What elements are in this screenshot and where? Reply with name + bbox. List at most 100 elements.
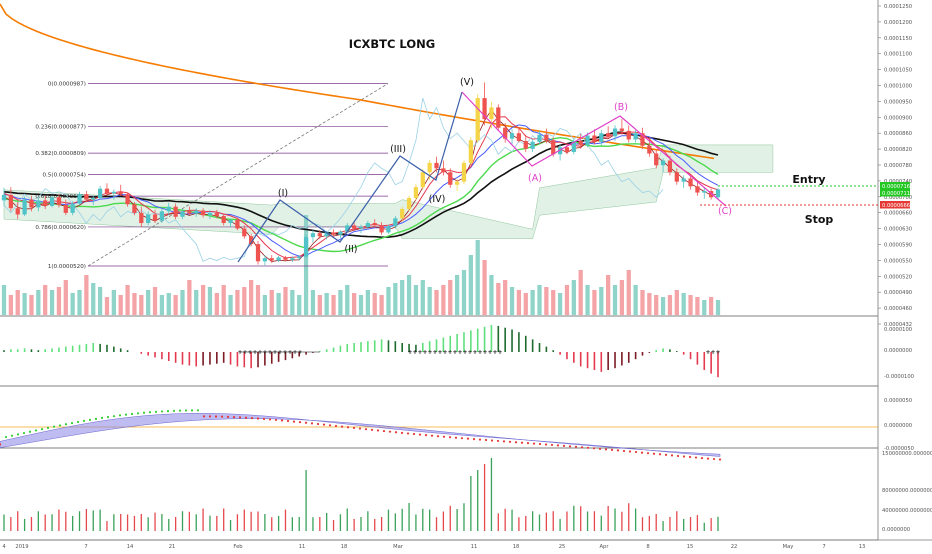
candle-body <box>49 197 55 206</box>
candle-body <box>303 237 309 257</box>
volume-bar <box>647 293 652 315</box>
price-tick-label: 0.0000950 <box>884 99 912 105</box>
candle-body <box>262 258 268 262</box>
volume-bar <box>317 295 322 315</box>
oscillator-dot <box>634 450 638 454</box>
squeeze-dot: + <box>262 349 267 356</box>
oscillator-dot <box>334 424 338 428</box>
oscillator-dot <box>178 409 182 412</box>
oscillator-dot <box>568 445 572 448</box>
candle-body <box>564 147 570 152</box>
candle-body <box>461 162 467 182</box>
oscillator-dot <box>286 419 290 423</box>
candle-body <box>84 194 89 200</box>
oscillator-dot <box>538 442 542 446</box>
price-tick-label: 0.0000630 <box>884 227 912 233</box>
time-tick-label: 15 <box>687 544 694 550</box>
squeeze-dot: + <box>272 349 277 356</box>
oscillator-dot <box>0 443 2 446</box>
time-tick-label: 14 <box>127 544 134 550</box>
price-tick-label: 0.0001150 <box>884 36 912 42</box>
oscillator-dot <box>46 426 50 429</box>
volume-bar <box>454 275 460 315</box>
ind3-axis-label: 40000000.0000000 <box>882 508 932 514</box>
volume-bar <box>132 293 137 315</box>
oscillator-dot <box>130 412 134 416</box>
volume-bar <box>592 290 597 315</box>
squeeze-dot: + <box>427 349 432 356</box>
candle-body <box>386 226 391 233</box>
candle-body <box>551 140 556 155</box>
price-tick-label: 0.0000860 <box>884 131 912 137</box>
price-tick-label: 0.0000820 <box>884 147 912 153</box>
candle-body <box>269 258 274 261</box>
candle-body <box>70 203 75 213</box>
oscillator-dot <box>256 417 260 420</box>
indicator-pane-3 <box>3 458 719 531</box>
price-tag-label: 0.0000666 <box>882 203 910 209</box>
candle-body <box>194 210 199 214</box>
time-tick-label: 18 <box>341 544 348 550</box>
candle-body <box>633 133 638 140</box>
price-tag <box>880 182 910 190</box>
price-tick-label: 0.0001000 <box>884 84 912 90</box>
volume-bar <box>111 290 116 315</box>
ma-green <box>3 136 719 253</box>
volume-bar <box>557 293 563 315</box>
volume-bar <box>564 285 570 315</box>
price-tag <box>880 189 910 197</box>
volume-bar <box>715 300 721 315</box>
oscillator-dot <box>250 416 254 420</box>
oscillator-dot <box>592 447 596 450</box>
squeeze-dot: + <box>492 349 497 356</box>
squeeze-dot: + <box>407 349 412 356</box>
candle-body <box>400 208 405 219</box>
oscillator-dot <box>4 435 8 439</box>
oscillator-dot <box>34 429 38 432</box>
volume-bar <box>489 275 494 315</box>
squeeze-dot: + <box>442 349 447 356</box>
volume-bar <box>420 280 425 315</box>
fibonacci-retracement: 0(0.0000987) 0.236(0.0000877) 0.382(0.0000… <box>35 82 389 270</box>
volume-bar <box>77 290 82 315</box>
candle-body <box>544 134 549 141</box>
volume-bar <box>221 285 226 315</box>
volume-bar <box>667 295 673 315</box>
candle-body <box>626 130 631 140</box>
volume-bar <box>36 290 41 315</box>
volume-bar <box>49 290 55 315</box>
oscillator-dot <box>364 428 368 431</box>
oscillator-dot <box>310 422 314 425</box>
price-tick-label: 0.0000460 <box>884 306 912 312</box>
candle-body <box>427 162 432 173</box>
ind1-axis-label: -0.0000100 <box>884 374 914 380</box>
volume-bar <box>352 293 357 315</box>
oscillator-dot <box>406 432 410 435</box>
fib-level-label: 0.382(0.0000809) <box>35 151 86 157</box>
indicator-pane-2 <box>0 409 878 461</box>
squeeze-dot: + <box>417 349 422 356</box>
fib-level-label: 0.786(0.0000620) <box>35 225 86 231</box>
squeeze-dot: + <box>705 349 710 356</box>
volume-bars <box>1 215 721 315</box>
candle-body <box>372 223 377 226</box>
candle-body <box>420 172 425 188</box>
squeeze-dot: + <box>457 349 462 356</box>
oscillator-dot <box>208 415 212 418</box>
time-tick-label: 7 <box>84 544 87 550</box>
oscillator-dot <box>10 434 14 437</box>
time-tick-label: Apr <box>600 544 610 550</box>
candle-body <box>132 204 137 213</box>
volume-bar <box>345 285 350 315</box>
squeeze-dot: + <box>437 349 442 356</box>
squeeze-dot: + <box>447 349 452 356</box>
candle-body <box>475 98 480 141</box>
oscillator-dot <box>514 441 518 444</box>
time-tick-label: 13 <box>859 544 866 550</box>
candle-body <box>283 257 288 260</box>
candle-body <box>146 214 151 224</box>
oscillator-dot <box>652 452 656 455</box>
wave-label: (IV) <box>429 194 446 205</box>
